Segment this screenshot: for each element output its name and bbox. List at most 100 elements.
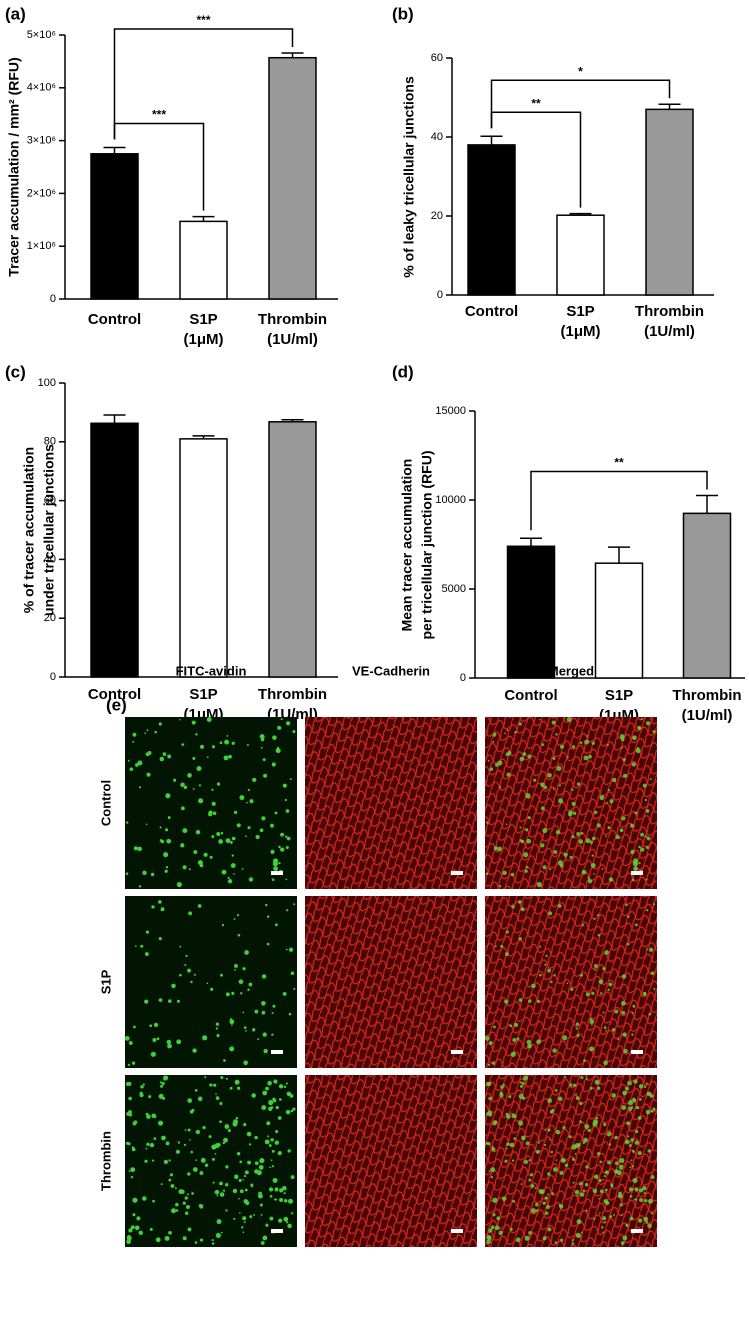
- x-tick-label: S1P: [189, 311, 217, 328]
- green-spot: [551, 1108, 555, 1112]
- green-spot: [622, 758, 626, 762]
- green-spot: [602, 1178, 605, 1181]
- green-spot: [182, 1236, 187, 1241]
- green-spot: [231, 854, 234, 857]
- green-spot: [488, 1228, 493, 1233]
- green-spot: [648, 1198, 653, 1204]
- green-spot: [146, 729, 149, 732]
- green-spot: [646, 836, 651, 841]
- green-spot: [198, 1203, 202, 1207]
- green-spot: [611, 1028, 616, 1032]
- green-spot: [286, 836, 291, 841]
- green-spot: [133, 1025, 136, 1029]
- green-spot: [265, 1223, 269, 1227]
- green-spot: [520, 907, 525, 912]
- green-spot: [273, 858, 279, 864]
- green-spot: [132, 732, 137, 737]
- green-spot: [513, 1022, 519, 1028]
- green-spot: [163, 1078, 166, 1081]
- green-spot: [592, 1119, 599, 1125]
- green-spot: [513, 1137, 517, 1140]
- green-spot: [270, 1159, 273, 1162]
- y-axis-label: Tracer accumulation / mm² (RFU): [6, 57, 22, 276]
- green-spot: [625, 1223, 629, 1227]
- green-spot: [562, 1035, 568, 1041]
- green-spot: [268, 1144, 272, 1147]
- green-spot: [579, 1120, 582, 1124]
- green-spot: [180, 806, 185, 811]
- green-spot: [275, 1198, 278, 1201]
- green-spot: [591, 836, 596, 841]
- green-spot: [547, 1098, 553, 1103]
- green-spot: [286, 909, 289, 912]
- green-spot: [518, 998, 523, 1002]
- green-spot: [293, 987, 296, 990]
- y-tick-label: 100: [38, 377, 56, 389]
- green-spot: [223, 1137, 228, 1143]
- green-spot: [558, 798, 564, 804]
- green-spot: [140, 944, 144, 948]
- x-tick-label: Thrombin: [258, 311, 327, 328]
- green-spot: [612, 777, 617, 783]
- green-spot: [515, 1237, 521, 1243]
- green-spot: [238, 1178, 242, 1182]
- green-spot: [144, 999, 149, 1004]
- green-spot: [152, 1199, 155, 1203]
- green-spot: [579, 1181, 583, 1186]
- green-spot: [130, 1167, 136, 1173]
- green-spot: [634, 923, 638, 927]
- green-spot: [150, 872, 155, 877]
- green-spot: [231, 836, 236, 841]
- green-spot: [274, 923, 278, 927]
- green-spot: [241, 868, 244, 870]
- green-spot: [518, 900, 522, 904]
- green-spot: [512, 1199, 515, 1203]
- green-spot: [614, 1161, 619, 1166]
- green-spot: [168, 1230, 172, 1235]
- panel-label: (d): [392, 362, 414, 381]
- green-spot: [589, 1046, 595, 1052]
- green-spot: [575, 1232, 581, 1239]
- scale-bar: [451, 1050, 463, 1054]
- green-spot: [576, 1194, 579, 1197]
- green-spot: [134, 945, 137, 947]
- green-spot: [530, 1184, 535, 1188]
- green-spot: [271, 762, 276, 767]
- green-spot: [232, 1188, 238, 1194]
- green-spot: [603, 1026, 607, 1029]
- green-spot: [252, 777, 257, 783]
- green-spot: [140, 1085, 144, 1089]
- green-spot: [617, 1038, 620, 1041]
- y-axis-label: under tricellular junctions: [41, 444, 57, 616]
- green-spot: [241, 1226, 244, 1229]
- green-spot: [184, 1211, 189, 1215]
- green-spot: [508, 1095, 512, 1099]
- green-spot: [630, 823, 634, 828]
- scale-bar: [451, 871, 463, 875]
- green-spot: [498, 1230, 503, 1235]
- green-spot: [572, 811, 577, 816]
- green-spot: [493, 1025, 496, 1029]
- green-spot: [571, 1157, 575, 1161]
- green-spot: [152, 1038, 157, 1043]
- green-spot: [230, 841, 233, 844]
- green-spot: [265, 903, 268, 907]
- green-spot: [539, 718, 541, 721]
- green-spot: [525, 793, 531, 799]
- green-spot: [220, 1231, 223, 1234]
- green-spot: [215, 1232, 221, 1239]
- green-spot: [528, 1178, 532, 1182]
- green-spot: [526, 1039, 532, 1045]
- green-spot: [236, 823, 241, 828]
- green-spot: [575, 1093, 577, 1095]
- green-spot: [645, 1221, 649, 1224]
- green-spot: [510, 872, 515, 877]
- panel-label: (c): [5, 362, 26, 381]
- green-spot: [531, 983, 536, 989]
- green-spot: [156, 1037, 160, 1041]
- green-spot: [502, 870, 507, 876]
- green-spot: [212, 811, 217, 816]
- green-spot: [224, 739, 230, 745]
- green-spot: [225, 838, 231, 844]
